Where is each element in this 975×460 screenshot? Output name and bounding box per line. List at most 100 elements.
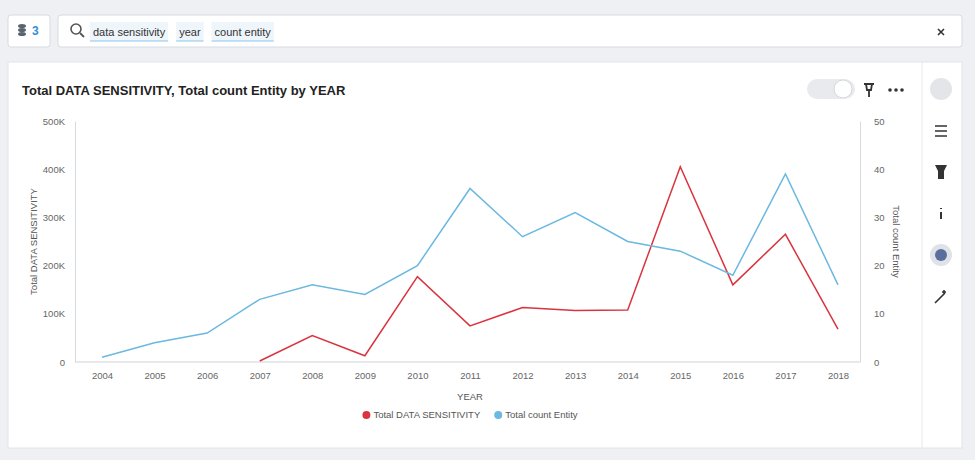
tick: 10 bbox=[860, 308, 885, 319]
sidebar-chart-button[interactable] bbox=[930, 78, 952, 100]
tick: 2005 bbox=[145, 362, 166, 381]
page: 3data sensitivityyearcount entityTotal D… bbox=[0, 0, 975, 460]
tick-label: 2012 bbox=[513, 370, 534, 381]
search-token[interactable]: year bbox=[176, 22, 203, 41]
tick: 2007 bbox=[250, 362, 271, 381]
icon-part bbox=[80, 33, 84, 37]
tick-label: 2010 bbox=[407, 370, 428, 381]
tick: 2016 bbox=[723, 362, 744, 381]
tick: 2015 bbox=[670, 362, 691, 381]
chart-card bbox=[8, 62, 962, 448]
tick-label: 2015 bbox=[670, 370, 691, 381]
more-button[interactable] bbox=[894, 88, 898, 92]
sidebar-settings-button[interactable] bbox=[935, 126, 947, 136]
tick-label: 2018 bbox=[828, 370, 849, 381]
clear-button[interactable] bbox=[938, 29, 944, 35]
tick: 100K bbox=[43, 308, 75, 319]
legend-item[interactable]: Total count Entity bbox=[494, 409, 578, 420]
legend-item[interactable]: Total DATA SENSITIVITY bbox=[362, 409, 480, 420]
tick-label: 0 bbox=[60, 357, 65, 368]
tick-label: 100K bbox=[43, 308, 66, 319]
tick: 2011 bbox=[460, 362, 480, 381]
database-icon bbox=[18, 24, 26, 36]
sidebar-r-inner bbox=[935, 249, 947, 261]
tick: 0 bbox=[860, 357, 879, 368]
plot-area bbox=[102, 167, 838, 361]
search-token[interactable]: data sensitivity bbox=[90, 22, 168, 41]
tick-label: 2008 bbox=[302, 370, 323, 381]
tick: 2018 bbox=[828, 362, 849, 381]
view-toggle-knob bbox=[834, 80, 852, 98]
chart-title: Total DATA SENSITIVITY, Total count Enti… bbox=[22, 83, 346, 98]
sidebar-filter-button[interactable] bbox=[935, 165, 947, 179]
legend-label: Total count Entity bbox=[505, 409, 578, 420]
more-button[interactable] bbox=[888, 88, 892, 92]
icon-part bbox=[18, 24, 26, 28]
tick-label: 10 bbox=[874, 308, 885, 319]
tick-label: 50 bbox=[874, 116, 885, 127]
sidebar-magic-button[interactable] bbox=[935, 290, 946, 303]
x-axis-title: YEAR bbox=[457, 391, 483, 402]
tick-label: 2013 bbox=[565, 370, 586, 381]
tick: 2017 bbox=[775, 362, 796, 381]
tick-label: 0 bbox=[874, 357, 879, 368]
tick-label: 2006 bbox=[197, 370, 218, 381]
token-background bbox=[176, 22, 203, 41]
token-background bbox=[90, 22, 168, 41]
tick-label: 200K bbox=[43, 260, 66, 271]
tick: 2013 bbox=[565, 362, 586, 381]
view-toggle[interactable] bbox=[807, 79, 855, 99]
y-axis: 0 100K 200K 300K 400K 500K bbox=[43, 116, 76, 368]
icon-part bbox=[938, 29, 944, 35]
tick: 2008 bbox=[302, 362, 323, 381]
tick: 2010 bbox=[407, 362, 428, 381]
search-token[interactable]: count entity bbox=[212, 22, 274, 41]
tick: 0 bbox=[60, 357, 75, 368]
series-line bbox=[260, 167, 838, 361]
token-text: year bbox=[179, 26, 201, 38]
tick: 40 bbox=[860, 164, 885, 175]
legend: Total DATA SENSITIVITY Total count Entity bbox=[362, 409, 577, 420]
more-button[interactable] bbox=[900, 88, 904, 92]
token-underline bbox=[90, 41, 168, 42]
source-button[interactable] bbox=[8, 15, 50, 47]
x-axis: 2004 2005 2006 2007 2008 2009 2010 2011 2012 2013… bbox=[75, 362, 860, 381]
tick: 2014 bbox=[618, 362, 639, 381]
pin-button[interactable] bbox=[864, 84, 874, 97]
tick-label: 2009 bbox=[355, 370, 376, 381]
sidebar-divider bbox=[922, 62, 923, 448]
icon-part bbox=[18, 32, 26, 36]
tick: 2006 bbox=[197, 362, 218, 381]
legend-swatch bbox=[362, 411, 370, 419]
token-text: count entity bbox=[215, 26, 272, 38]
icon-part bbox=[18, 28, 26, 32]
y2-axis: 0 10 20 30 40 50 bbox=[860, 116, 885, 368]
tick: 500K bbox=[43, 116, 75, 127]
tick-label: 2011 bbox=[460, 370, 480, 381]
y2-axis-line bbox=[860, 122, 861, 363]
tick: 20 bbox=[860, 260, 885, 271]
tick: 2012 bbox=[513, 362, 534, 381]
tick: 2009 bbox=[355, 362, 376, 381]
sidebar-r-button[interactable] bbox=[930, 244, 952, 266]
tick-label: 30 bbox=[874, 212, 885, 223]
series-line bbox=[102, 174, 838, 357]
tick: 200K bbox=[43, 260, 75, 271]
tick-label: 2014 bbox=[618, 370, 639, 381]
tick-label: 20 bbox=[874, 260, 885, 271]
search-box[interactable] bbox=[58, 15, 962, 47]
token-underline bbox=[212, 41, 274, 42]
tick: 300K bbox=[43, 212, 75, 223]
y-axis-title: Total DATA SENSITIVITY bbox=[28, 187, 39, 294]
icon-part bbox=[71, 24, 81, 34]
legend-swatch bbox=[494, 411, 502, 419]
y-axis-line bbox=[75, 122, 76, 363]
tick-label: 2004 bbox=[92, 370, 113, 381]
x-axis-line bbox=[75, 362, 860, 363]
tick: 2004 bbox=[92, 362, 113, 381]
tick-label: 2007 bbox=[250, 370, 271, 381]
tick-label: 300K bbox=[43, 212, 66, 223]
sidebar-info-button[interactable] bbox=[940, 208, 942, 219]
tick: 400K bbox=[43, 164, 75, 175]
search-icon bbox=[71, 24, 84, 37]
